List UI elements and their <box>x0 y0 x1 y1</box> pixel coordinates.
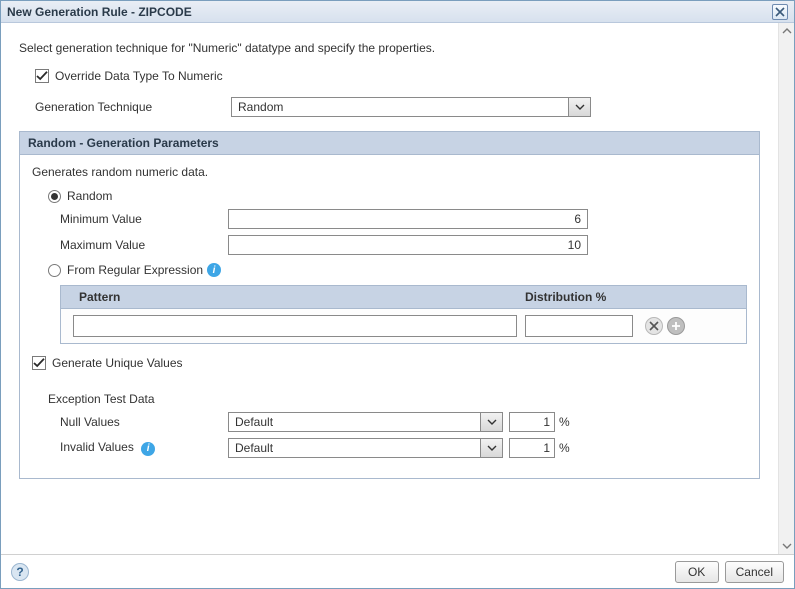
ok-button[interactable]: OK <box>675 561 719 583</box>
content-area: Select generation technique for "Numeric… <box>1 23 778 554</box>
radio-regex-row: From Regular Expression i <box>48 263 747 277</box>
invalid-label-wrap: Invalid Values i <box>60 440 228 456</box>
technique-select-value: Random <box>232 100 568 114</box>
dialog-title: New Generation Rule - ZIPCODE <box>7 5 192 19</box>
ok-label: OK <box>688 565 705 579</box>
remove-row-button[interactable] <box>645 317 663 335</box>
col-pattern: Pattern <box>69 290 525 304</box>
radio-random[interactable] <box>48 190 61 203</box>
chevron-up-icon <box>782 26 792 36</box>
close-button[interactable] <box>772 4 788 20</box>
scrollbar[interactable] <box>778 23 794 554</box>
params-panel-title: Random - Generation Parameters <box>20 132 759 155</box>
override-label: Override Data Type To Numeric <box>55 69 223 83</box>
params-panel: Random - Generation Parameters Generates… <box>19 131 760 479</box>
help-button[interactable]: ? <box>11 563 29 581</box>
invalid-pct-input[interactable]: 1 <box>509 438 555 458</box>
null-pct-symbol: % <box>559 415 570 429</box>
unique-row: Generate Unique Values <box>32 356 747 370</box>
invalid-select-button[interactable] <box>480 439 502 457</box>
null-select[interactable]: Default <box>228 412 503 432</box>
null-label: Null Values <box>60 415 228 429</box>
radio-regex[interactable] <box>48 264 61 277</box>
invalid-select[interactable]: Default <box>228 438 503 458</box>
params-desc: Generates random numeric data. <box>32 165 747 179</box>
scroll-down-button[interactable] <box>779 538 794 554</box>
titlebar: New Generation Rule - ZIPCODE <box>1 1 794 23</box>
min-label: Minimum Value <box>60 212 228 226</box>
unique-checkbox[interactable] <box>32 356 46 370</box>
scroll-up-button[interactable] <box>779 23 794 39</box>
add-row-button[interactable] <box>667 317 685 335</box>
regex-row <box>61 309 746 343</box>
null-select-button[interactable] <box>480 413 502 431</box>
chevron-down-icon <box>575 102 585 112</box>
technique-select[interactable]: Random <box>231 97 591 117</box>
check-icon <box>36 70 48 82</box>
max-value: 10 <box>568 238 581 252</box>
invalid-row: Invalid Values i Default 1 % <box>60 438 747 458</box>
null-pct-input[interactable]: 1 <box>509 412 555 432</box>
invalid-label: Invalid Values <box>60 440 134 454</box>
help-icon: ? <box>16 565 23 579</box>
footer: ? OK Cancel <box>1 554 794 588</box>
technique-label: Generation Technique <box>35 100 231 114</box>
params-panel-body: Generates random numeric data. Random Mi… <box>20 155 759 478</box>
min-row: Minimum Value 6 <box>60 209 747 229</box>
min-input[interactable]: 6 <box>228 209 588 229</box>
null-pct-value: 1 <box>543 415 550 429</box>
radio-random-row: Random <box>48 189 747 203</box>
chevron-down-icon <box>782 541 792 551</box>
check-icon <box>33 357 45 369</box>
technique-row: Generation Technique Random <box>35 97 760 117</box>
close-icon <box>775 7 785 17</box>
override-row: Override Data Type To Numeric <box>35 69 760 83</box>
max-row: Maximum Value 10 <box>60 235 747 255</box>
null-row: Null Values Default 1 % <box>60 412 747 432</box>
override-checkbox[interactable] <box>35 69 49 83</box>
max-input[interactable]: 10 <box>228 235 588 255</box>
info-icon: i <box>141 442 155 456</box>
chevron-down-icon <box>487 417 497 427</box>
remove-icon <box>649 321 659 331</box>
cancel-button[interactable]: Cancel <box>725 561 784 583</box>
unique-label: Generate Unique Values <box>52 356 183 370</box>
instruction-text: Select generation technique for "Numeric… <box>19 41 760 55</box>
invalid-select-value: Default <box>229 441 480 455</box>
regex-table-head: Pattern Distribution % <box>61 286 746 309</box>
radio-regex-label: From Regular Expression <box>67 263 203 277</box>
col-dist: Distribution % <box>525 290 738 304</box>
regex-table: Pattern Distribution % <box>60 285 747 344</box>
pattern-input[interactable] <box>73 315 517 337</box>
invalid-pct-value: 1 <box>543 441 550 455</box>
min-value: 6 <box>574 212 581 226</box>
distribution-input[interactable] <box>525 315 633 337</box>
null-select-value: Default <box>229 415 480 429</box>
body-wrap: Select generation technique for "Numeric… <box>1 23 794 554</box>
regex-block-wrap: Pattern Distribution % <box>60 285 747 344</box>
dialog: New Generation Rule - ZIPCODE Select gen… <box>0 0 795 589</box>
max-label: Maximum Value <box>60 238 228 252</box>
cancel-label: Cancel <box>736 565 773 579</box>
chevron-down-icon <box>487 443 497 453</box>
exception-heading: Exception Test Data <box>48 392 747 406</box>
radio-random-label: Random <box>67 189 112 203</box>
add-icon <box>671 321 681 331</box>
info-icon: i <box>207 263 221 277</box>
invalid-pct-symbol: % <box>559 441 570 455</box>
technique-select-button[interactable] <box>568 98 590 116</box>
